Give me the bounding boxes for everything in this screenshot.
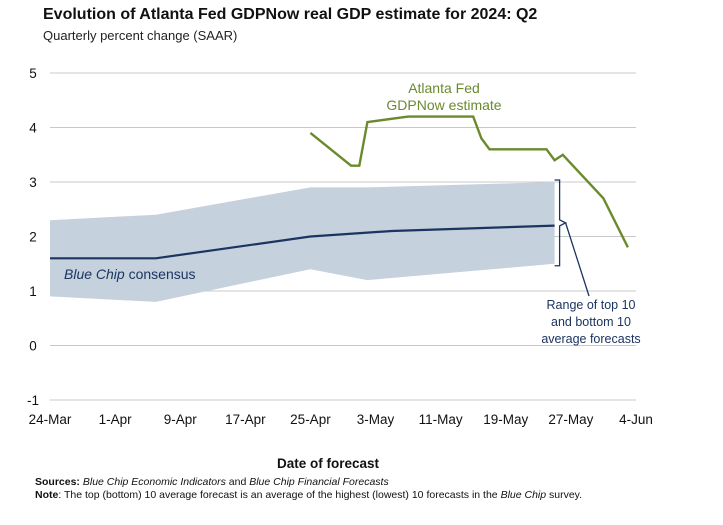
x-axis-label: Date of forecast	[277, 456, 380, 471]
y-tick-label: 1	[29, 284, 37, 299]
y-tick-label: 3	[29, 175, 37, 190]
gridlines: -1 0 1 2 3 4 5	[27, 66, 636, 408]
range-label-line2: and bottom 10	[551, 315, 631, 329]
note-italic: Blue Chip	[500, 489, 547, 501]
chart-title: Evolution of Atlanta Fed GDPNow real GDP…	[43, 6, 538, 23]
y-tick-label: 4	[29, 121, 37, 136]
x-tick-label: 19-May	[483, 412, 528, 427]
axes: 24-Mar 1-Apr 9-Apr 17-Apr 25-Apr 3-May 11-May 1…	[29, 412, 653, 427]
sources-label: Sources:	[35, 476, 80, 488]
chart-notes: Sources: Blue Chip Economic Indicators a…	[35, 476, 715, 502]
y-tick-label: 5	[29, 66, 37, 81]
gdpnow-label-line1: Atlanta Fed	[408, 80, 480, 96]
gdpnow-line	[309, 115, 629, 248]
range-bracket-shape	[554, 179, 568, 267]
note-label: Note	[35, 489, 59, 501]
x-tick-label: 24-Mar	[29, 412, 72, 427]
y-tick-label: 2	[29, 230, 37, 245]
x-tick-label: 17-Apr	[225, 412, 266, 427]
range-bracket	[554, 179, 590, 297]
range-label-line3: average forecasts	[541, 332, 640, 346]
sources-line: Sources: Blue Chip Economic Indicators a…	[35, 476, 715, 489]
note-text-2: survey.	[546, 489, 583, 501]
x-tick-label: 11-May	[419, 412, 463, 427]
x-tick-label: 25-Apr	[290, 412, 331, 427]
sources-and: and	[225, 476, 250, 488]
note-text-1: : The top (bottom) 10 average forecast i…	[58, 489, 501, 501]
consensus-label: Blue Chip consensus	[64, 266, 196, 282]
chart-subtitle: Quarterly percent change (SAAR)	[43, 28, 238, 43]
x-tick-label: 1-Apr	[99, 412, 133, 427]
x-tick-label: 27-May	[548, 412, 593, 427]
range-label-line1: Range of top 10	[547, 298, 636, 312]
sources-text-2: Blue Chip Financial Forecasts	[249, 476, 389, 488]
x-tick-label: 4-Jun	[619, 412, 653, 427]
consensus-label-italic: Blue Chip	[64, 266, 125, 282]
x-tick-label: 9-Apr	[164, 412, 198, 427]
forecast-range-band	[50, 182, 555, 302]
blue-chip-consensus-line	[50, 224, 555, 260]
range-bracket-leader	[564, 222, 590, 297]
note-line: Note: The top (bottom) 10 average foreca…	[35, 489, 715, 502]
gdpnow-label-line2: GDPNow estimate	[386, 97, 501, 113]
sources-text-1: Blue Chip Economic Indicators	[82, 476, 226, 488]
y-tick-label: 0	[29, 339, 37, 354]
x-tick-label: 3-May	[357, 412, 395, 427]
consensus-label-rest: consensus	[125, 266, 196, 282]
y-tick-label: -1	[27, 393, 39, 408]
